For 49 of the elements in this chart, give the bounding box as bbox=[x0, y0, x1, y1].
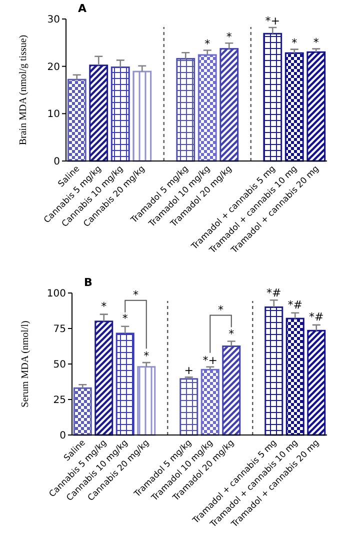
y-tick-label: 30 bbox=[47, 14, 60, 26]
bar bbox=[307, 330, 326, 436]
annotation: * bbox=[218, 303, 224, 316]
bar bbox=[306, 51, 326, 162]
annotation: *+ bbox=[202, 354, 218, 367]
annotation: *# bbox=[266, 286, 282, 300]
bar bbox=[132, 70, 152, 162]
bar bbox=[220, 48, 239, 162]
annotation: * bbox=[144, 350, 150, 363]
annotation: *# bbox=[309, 310, 324, 324]
bar bbox=[89, 64, 108, 162]
y-axis-title: Serum MDA (nmol/l) bbox=[20, 320, 31, 408]
annotation: *# bbox=[288, 298, 302, 312]
bar bbox=[110, 66, 130, 162]
y-tick-label: 75 bbox=[53, 324, 66, 335]
annotation: * bbox=[204, 37, 211, 50]
y-tick-label: 25 bbox=[53, 395, 66, 406]
annotation: * bbox=[313, 36, 320, 49]
bar bbox=[200, 368, 220, 436]
bar bbox=[73, 387, 92, 436]
annotation: + bbox=[184, 364, 194, 377]
y-tick-label: 50 bbox=[53, 360, 66, 370]
bar bbox=[137, 366, 156, 436]
bar bbox=[94, 320, 114, 436]
bar bbox=[180, 378, 198, 436]
chart-title: B bbox=[84, 276, 92, 289]
bar bbox=[116, 332, 134, 436]
y-tick-label: 0 bbox=[54, 156, 60, 168]
annotation: * bbox=[292, 36, 298, 50]
annotation: *+ bbox=[265, 14, 280, 28]
y-tick-label: 0 bbox=[60, 430, 66, 442]
bar bbox=[176, 58, 196, 162]
bar bbox=[222, 346, 241, 436]
annotation: * bbox=[228, 328, 235, 341]
y-tick-label: 10 bbox=[47, 109, 60, 120]
bar bbox=[67, 78, 86, 162]
annotation: * bbox=[101, 300, 108, 314]
y-tick-label: 20 bbox=[47, 62, 60, 73]
bar bbox=[286, 318, 304, 436]
annotation: * bbox=[122, 312, 128, 326]
annotation: * bbox=[226, 30, 232, 44]
chart-title: A bbox=[78, 2, 87, 15]
bar bbox=[198, 54, 217, 162]
bar bbox=[263, 32, 282, 162]
annotation: * bbox=[133, 288, 139, 302]
y-tick-label: 100 bbox=[46, 288, 66, 300]
bar bbox=[284, 52, 304, 162]
y-axis-title: Brain MDA (nmol/g tissue) bbox=[18, 34, 29, 146]
bar bbox=[264, 306, 284, 436]
